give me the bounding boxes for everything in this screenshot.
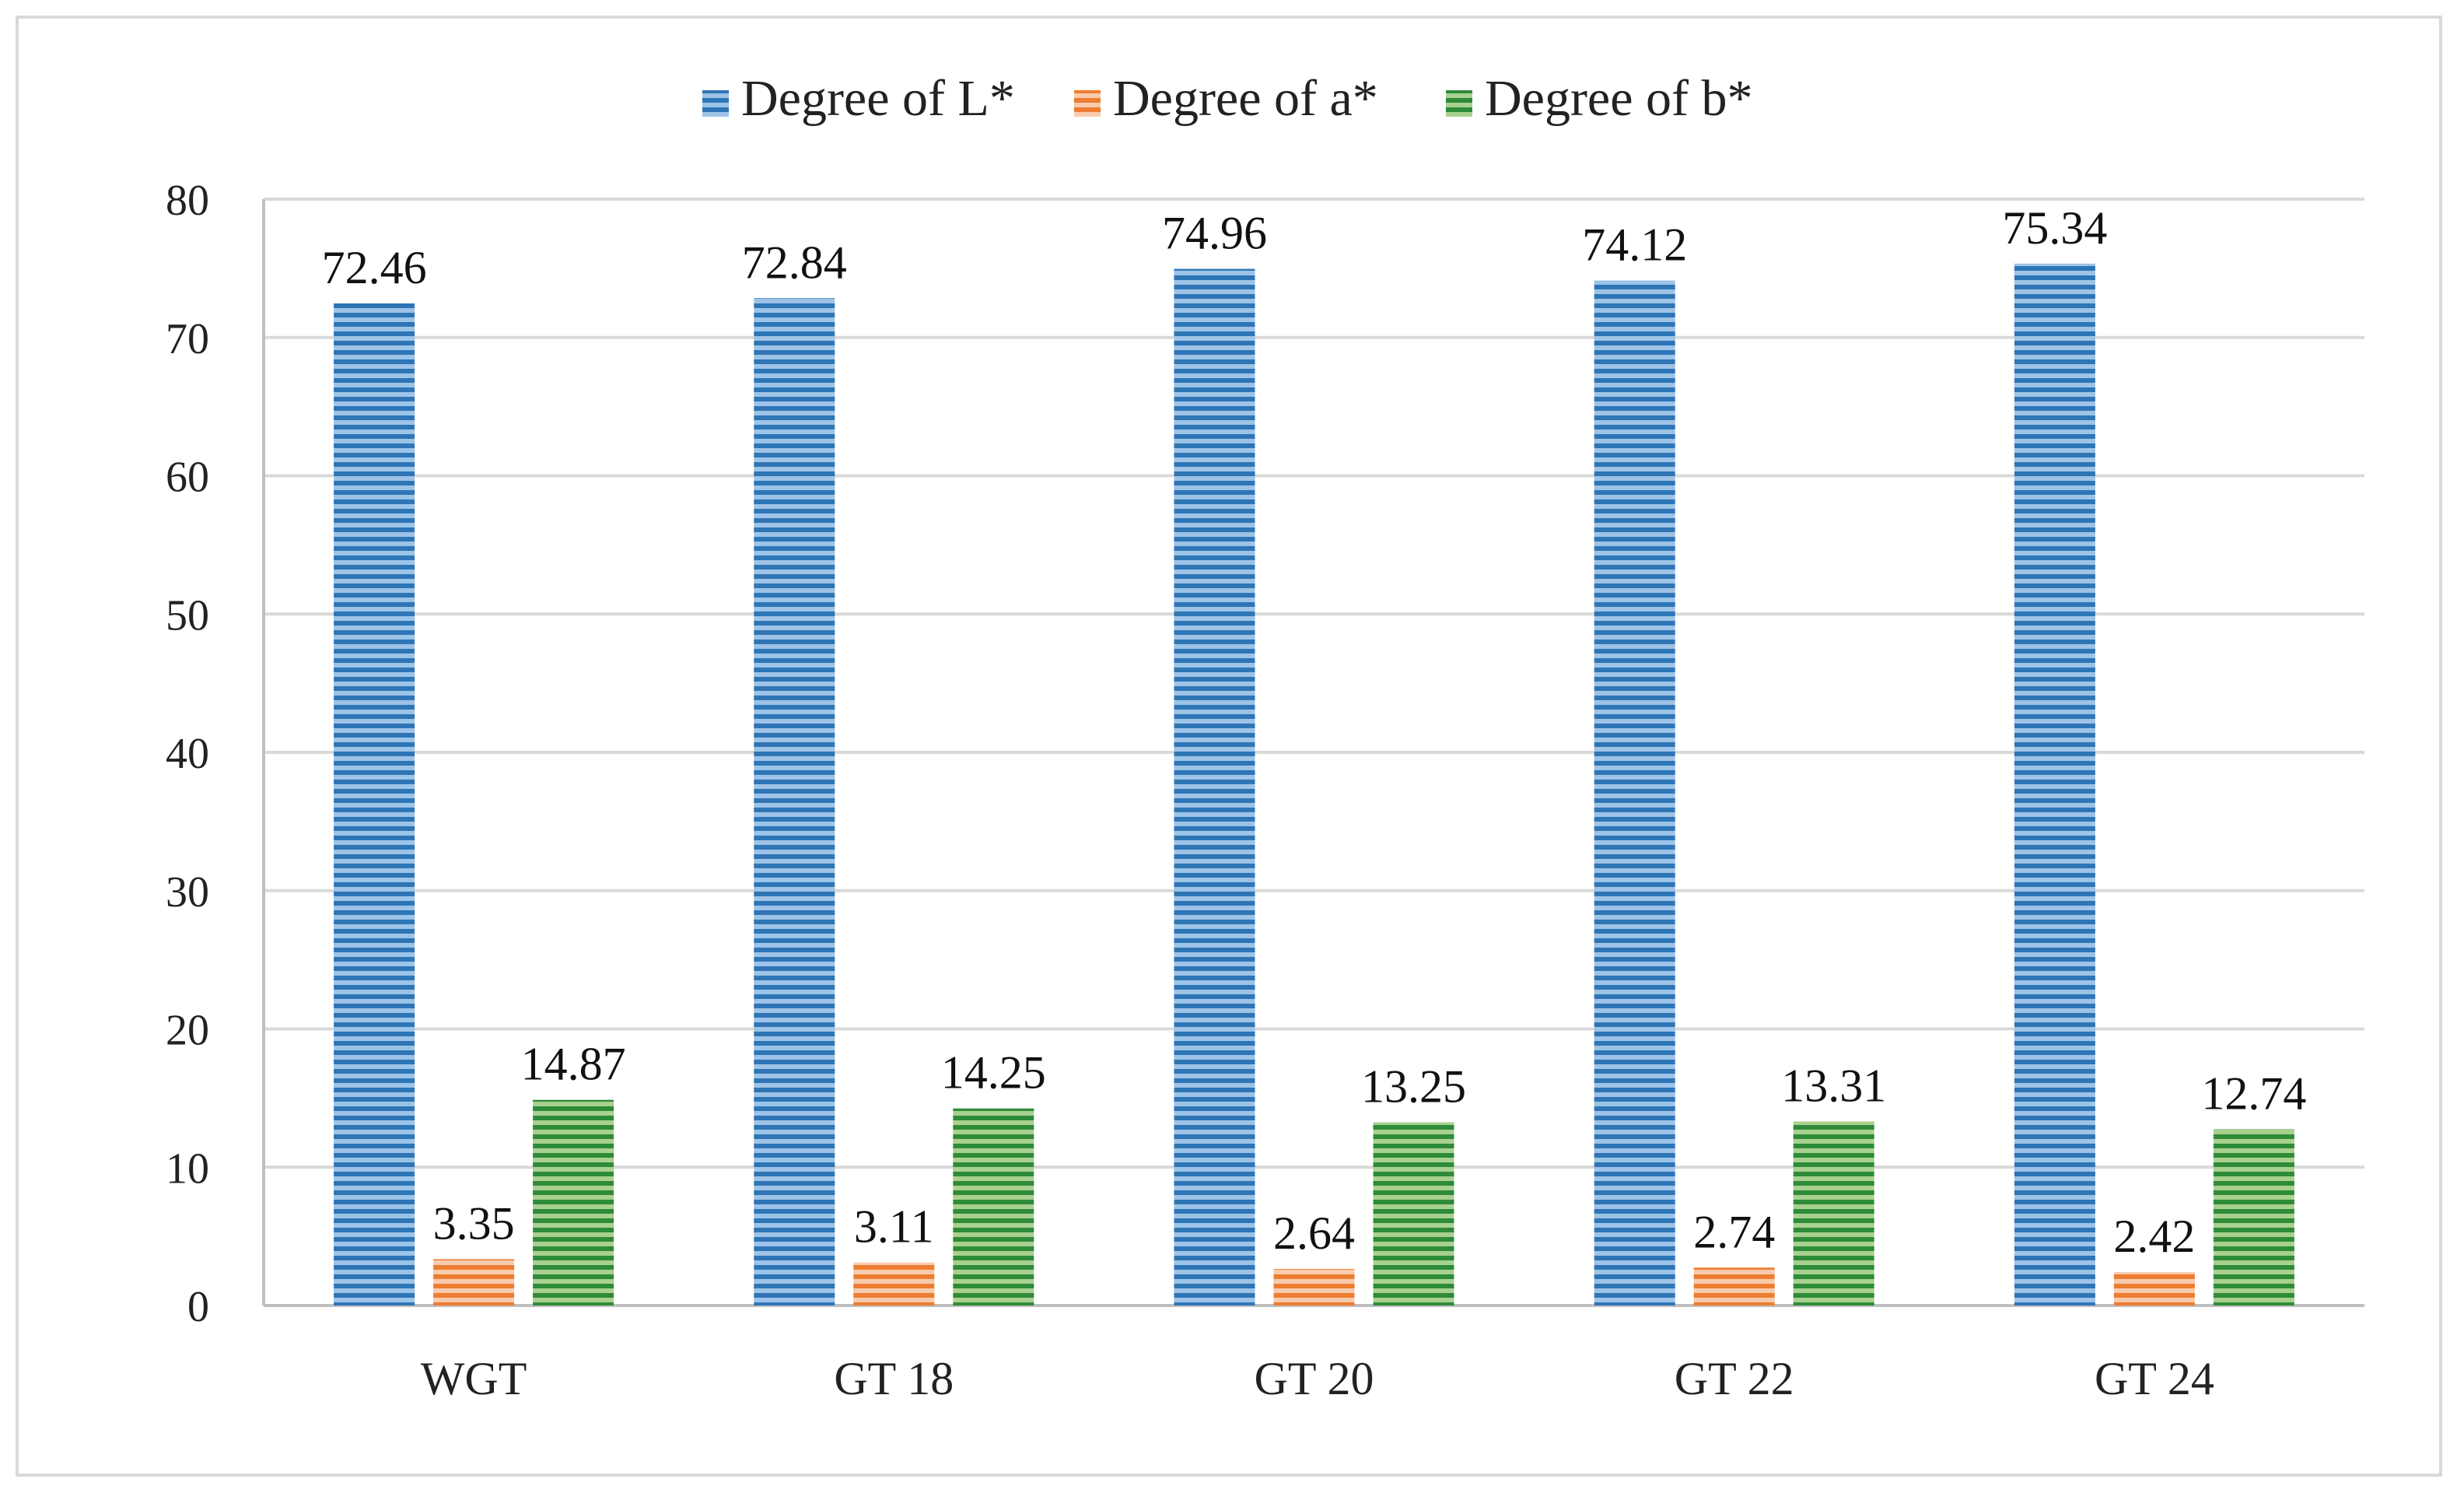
data-label: 3.35 bbox=[433, 1197, 515, 1249]
legend-label: Degree of L* bbox=[741, 70, 1015, 127]
data-label: 14.87 bbox=[521, 1039, 626, 1090]
y-tick-label: 40 bbox=[166, 730, 209, 778]
data-label: 12.74 bbox=[2201, 1068, 2306, 1120]
data-label: 2.42 bbox=[2113, 1211, 2195, 1262]
data-label: 14.25 bbox=[941, 1047, 1046, 1099]
y-tick-label: 20 bbox=[166, 1007, 209, 1055]
x-tick-label: WGT bbox=[421, 1353, 527, 1404]
gridlines bbox=[264, 198, 2364, 1169]
bar bbox=[1793, 1121, 1874, 1305]
bar bbox=[2113, 1271, 2195, 1305]
y-tick-label: 70 bbox=[166, 315, 209, 363]
data-label: 75.34 bbox=[2002, 202, 2107, 254]
bar bbox=[1174, 268, 1255, 1306]
y-tick-label: 0 bbox=[187, 1283, 209, 1331]
bar bbox=[953, 1108, 1034, 1305]
data-label: 3.11 bbox=[854, 1201, 934, 1253]
data-labels: 72.46 3.35 14.87 72.84 3.11 14.25 74.96 2.64 13.… bbox=[322, 202, 2307, 1262]
data-label: 74.96 bbox=[1162, 208, 1267, 259]
bar bbox=[1273, 1269, 1355, 1305]
bar bbox=[1693, 1267, 1775, 1305]
x-tick-label: GT 24 bbox=[2095, 1353, 2214, 1404]
bar bbox=[334, 303, 415, 1306]
data-label: 72.84 bbox=[742, 237, 847, 288]
legend: Degree of L* Degree of a* Degree of b* bbox=[702, 70, 1753, 127]
data-label: 74.12 bbox=[1582, 219, 1687, 271]
bar-chart: 0 10 20 30 40 50 60 70 80 72.46 3.35 14.87 72.84 3.1… bbox=[166, 70, 2364, 1404]
data-label: 2.74 bbox=[1693, 1206, 1775, 1257]
legend-swatch bbox=[1074, 90, 1101, 117]
bar bbox=[1373, 1122, 1454, 1305]
legend-label: Degree of b* bbox=[1485, 70, 1753, 127]
y-tick-label: 50 bbox=[166, 591, 209, 640]
y-tick-label: 80 bbox=[166, 177, 209, 225]
bars bbox=[334, 263, 2294, 1306]
x-tick-label: GT 22 bbox=[1675, 1353, 1794, 1404]
y-tick-label: 30 bbox=[166, 868, 209, 916]
y-axis: 0 10 20 30 40 50 60 70 80 bbox=[166, 177, 2364, 1331]
x-tick-label: GT 18 bbox=[834, 1353, 954, 1404]
legend-swatch bbox=[1446, 90, 1472, 117]
bar bbox=[853, 1262, 935, 1305]
bar bbox=[2213, 1129, 2294, 1305]
bar bbox=[2014, 263, 2095, 1305]
data-label: 13.25 bbox=[1361, 1060, 1466, 1112]
legend-swatch bbox=[702, 90, 729, 117]
y-tick-label: 10 bbox=[166, 1144, 209, 1193]
x-tick-label: GT 20 bbox=[1255, 1353, 1374, 1404]
bar bbox=[754, 298, 835, 1305]
chart-frame: 0 10 20 30 40 50 60 70 80 72.46 3.35 14.87 72.84 3.1… bbox=[16, 16, 2442, 1477]
bar bbox=[433, 1259, 515, 1305]
bar bbox=[1594, 280, 1675, 1306]
y-tick-label: 60 bbox=[166, 454, 209, 502]
x-axis: WGT GT 18 GT 20 GT 22 GT 24 bbox=[421, 1353, 2214, 1404]
data-label: 72.46 bbox=[322, 242, 427, 293]
legend-label: Degree of a* bbox=[1113, 70, 1378, 127]
bar bbox=[533, 1099, 614, 1305]
data-label: 13.31 bbox=[1781, 1060, 1886, 1111]
data-label: 2.64 bbox=[1273, 1207, 1355, 1259]
